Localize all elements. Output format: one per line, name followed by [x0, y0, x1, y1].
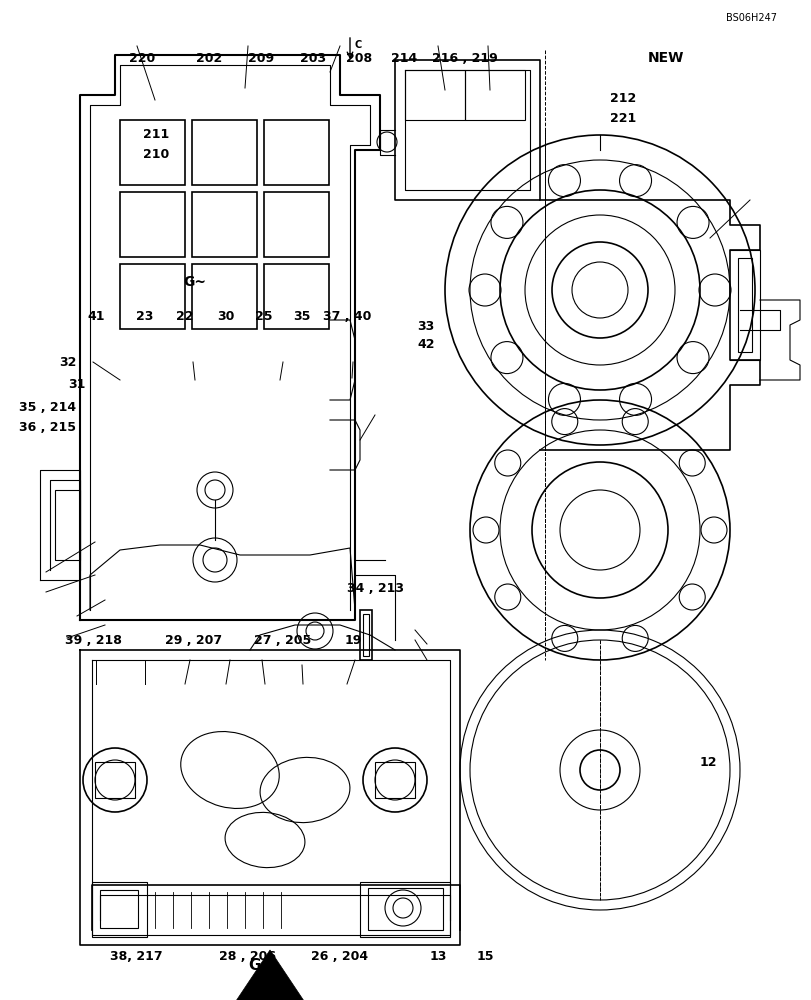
Text: G~: G~	[183, 275, 206, 289]
Text: 19: 19	[344, 634, 362, 647]
Text: 13: 13	[429, 950, 447, 962]
Text: 221: 221	[610, 111, 636, 124]
Text: 220: 220	[129, 51, 155, 64]
Bar	[363, 614, 368, 656]
Text: 34 , 213: 34 , 213	[346, 581, 403, 594]
Text: 214: 214	[391, 51, 417, 64]
Text: 212: 212	[610, 92, 636, 104]
Text: 208: 208	[345, 51, 371, 64]
Text: C: C	[354, 40, 362, 50]
Polygon shape	[230, 950, 310, 1000]
Text: 33: 33	[417, 320, 435, 333]
Bar	[264, 264, 328, 329]
Text: 15: 15	[476, 950, 494, 962]
Text: 211: 211	[143, 127, 169, 140]
Text: 22: 22	[176, 310, 194, 323]
Bar	[191, 264, 257, 329]
Bar	[191, 120, 257, 185]
Bar	[359, 610, 371, 660]
Bar	[367, 888, 443, 930]
Text: 36 , 215: 36 , 215	[19, 421, 75, 434]
Bar	[120, 120, 185, 185]
Text: 31: 31	[68, 377, 86, 390]
Bar	[264, 120, 328, 185]
Text: 42: 42	[417, 338, 435, 351]
Bar	[55, 490, 80, 560]
Bar	[92, 882, 147, 937]
Text: 12: 12	[698, 756, 716, 768]
Text: 23: 23	[135, 310, 153, 323]
Text: G~: G~	[247, 958, 273, 973]
Text: 38, 217: 38, 217	[110, 950, 162, 962]
Bar	[405, 70, 465, 120]
Text: 28 , 206: 28 , 206	[219, 950, 276, 962]
Text: 25: 25	[255, 310, 272, 323]
Text: NEW: NEW	[647, 51, 683, 65]
Text: 26 , 204: 26 , 204	[311, 950, 367, 962]
Bar	[465, 70, 525, 120]
Bar	[359, 882, 449, 937]
Bar	[120, 192, 185, 257]
Text: 39 , 218: 39 , 218	[65, 634, 122, 647]
Text: 209: 209	[248, 51, 274, 64]
Text: 37 , 40: 37 , 40	[323, 310, 371, 323]
Text: 202: 202	[196, 51, 222, 64]
Bar	[264, 192, 328, 257]
Bar	[120, 264, 185, 329]
Bar	[100, 890, 138, 928]
Bar	[737, 258, 751, 352]
Text: 29 , 207: 29 , 207	[165, 634, 221, 647]
Text: 35: 35	[293, 310, 311, 323]
Bar	[95, 762, 135, 798]
Bar	[375, 762, 414, 798]
Text: 41: 41	[87, 310, 105, 323]
Text: 210: 210	[143, 148, 169, 161]
Text: 216 , 219: 216 , 219	[431, 51, 496, 64]
Text: 30: 30	[217, 310, 234, 323]
Text: 203: 203	[299, 51, 325, 64]
Bar	[191, 192, 257, 257]
Text: BS06H247: BS06H247	[725, 13, 775, 23]
Text: 32: 32	[58, 356, 76, 368]
Text: 35 , 214: 35 , 214	[19, 401, 75, 414]
Text: 27 , 205: 27 , 205	[254, 634, 311, 647]
